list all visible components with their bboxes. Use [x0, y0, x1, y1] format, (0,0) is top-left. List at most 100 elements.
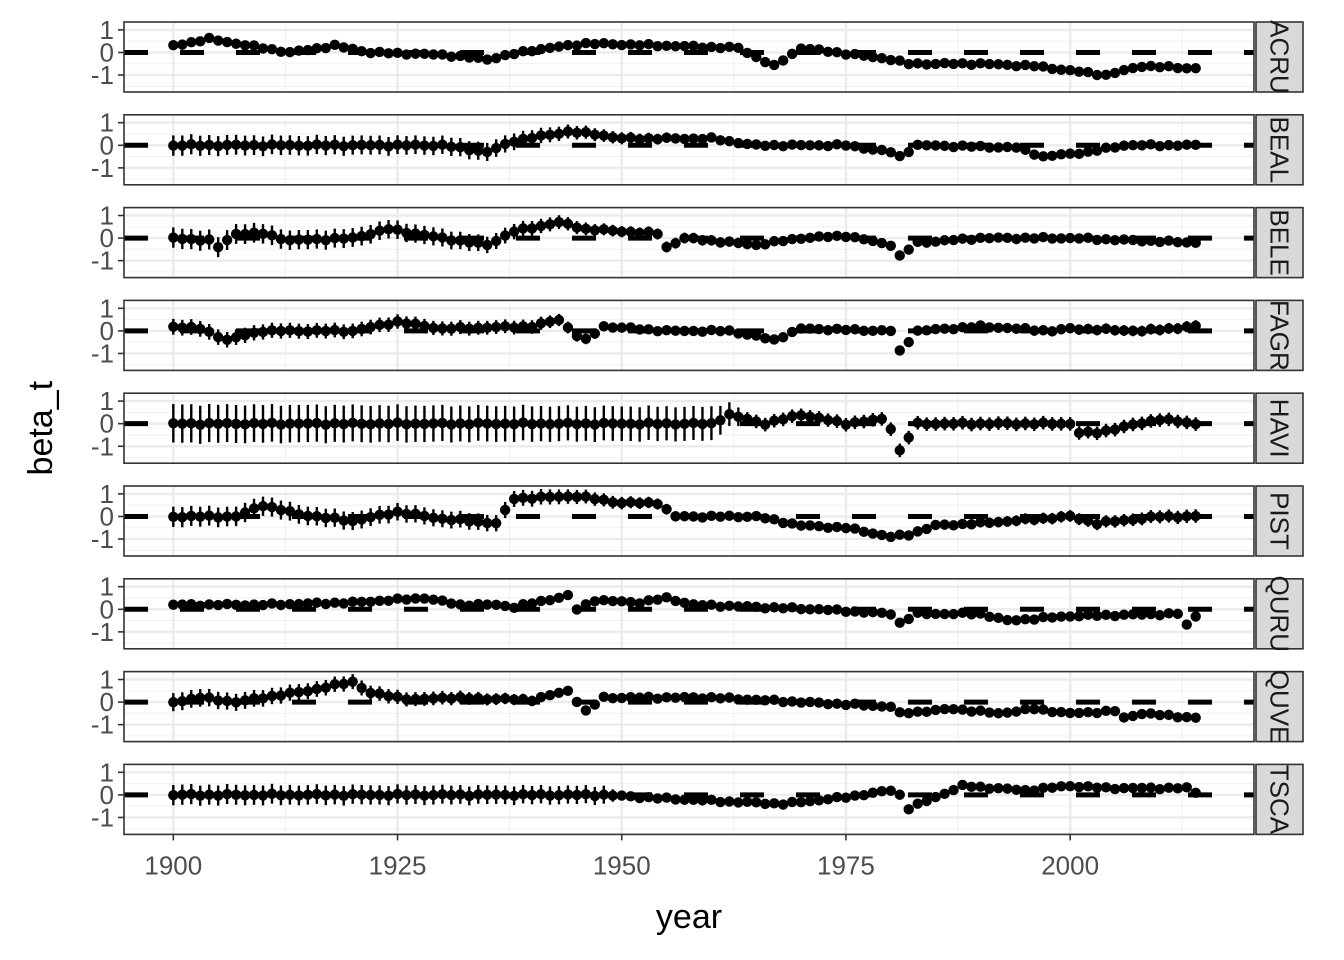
- data-point: [1145, 323, 1157, 335]
- panel-border: [123, 21, 1255, 93]
- data-point: [1064, 510, 1076, 522]
- strip-label: QUVE: [1265, 670, 1295, 744]
- data-point: [230, 511, 242, 522]
- data-point: [876, 701, 888, 712]
- data-point: [634, 227, 645, 239]
- data-point: [257, 43, 269, 54]
- data-point: [1145, 608, 1157, 620]
- data-point: [571, 491, 583, 503]
- data-point: [1127, 234, 1139, 246]
- data-point: [1091, 782, 1103, 793]
- data-point: [1163, 235, 1175, 246]
- data-point: [1163, 608, 1175, 619]
- data-point: [975, 320, 986, 331]
- data-point: [1136, 61, 1148, 73]
- data-point: [661, 792, 672, 803]
- data-point: [921, 140, 932, 151]
- data-point: [1136, 513, 1148, 525]
- data-point: [365, 511, 376, 523]
- data-point: [984, 58, 995, 70]
- data-point: [1145, 511, 1157, 522]
- data-point: [760, 603, 771, 614]
- data-point: [284, 46, 296, 58]
- data-point: [903, 58, 914, 70]
- data-point: [212, 695, 224, 706]
- data-point: [930, 140, 941, 151]
- data-point: [553, 128, 565, 140]
- data-point: [760, 798, 771, 810]
- data-point: [813, 604, 825, 615]
- panel-acru: ACRU -101: [91, 15, 1304, 94]
- x-tick-label: 1950: [593, 850, 651, 880]
- data-point: [768, 415, 780, 426]
- data-point: [867, 606, 879, 618]
- data-point: [1020, 784, 1031, 796]
- data-point: [876, 325, 888, 336]
- data-point: [517, 693, 529, 705]
- data-point: [625, 418, 636, 429]
- strip-label: TSCA: [1265, 765, 1295, 835]
- data-point: [643, 133, 654, 144]
- strip-background: [1255, 763, 1304, 836]
- data-point: [643, 417, 654, 428]
- data-point: [392, 47, 403, 58]
- data-point: [338, 515, 349, 526]
- data-point: [446, 141, 457, 153]
- data-point: [1118, 234, 1130, 245]
- data-point: [1002, 59, 1013, 71]
- data-point: [1100, 425, 1112, 436]
- data-point: [1038, 513, 1049, 524]
- data-point: [831, 323, 843, 335]
- data-point: [544, 595, 556, 606]
- data-point: [410, 508, 421, 520]
- data-point: [302, 418, 314, 429]
- data-point: [876, 785, 888, 797]
- data-point: [858, 416, 870, 427]
- data-point: [688, 133, 699, 144]
- panel-border: [123, 206, 1255, 279]
- data-point: [957, 417, 968, 428]
- data-point: [526, 493, 538, 504]
- data-point: [338, 326, 349, 337]
- data-point: [975, 516, 986, 528]
- data-point: [221, 139, 233, 151]
- data-point: [392, 224, 403, 235]
- strip-background: [1255, 670, 1304, 743]
- data-point: [275, 140, 287, 151]
- data-point: [293, 234, 305, 245]
- data-point: [1029, 703, 1040, 715]
- data-point: [1163, 709, 1175, 721]
- data-point: [356, 45, 367, 57]
- data-point: [966, 322, 977, 333]
- data-point: [867, 528, 879, 539]
- data-point: [840, 792, 852, 803]
- data-point: [356, 596, 367, 608]
- data-point: [401, 49, 412, 60]
- data-point: [993, 516, 1004, 528]
- data-point: [535, 318, 547, 329]
- data-point: [670, 419, 681, 430]
- panel-quve: QUVE -101: [91, 665, 1304, 744]
- data-point: [517, 417, 529, 428]
- data-point: [993, 232, 1004, 243]
- data-point: [203, 326, 215, 338]
- data-point: [760, 333, 771, 344]
- data-point: [374, 595, 385, 607]
- data-point: [428, 512, 439, 524]
- data-point: [284, 505, 296, 517]
- data-point: [1127, 419, 1139, 430]
- panel-havi: HAVI -101: [91, 386, 1304, 465]
- data-point: [697, 512, 708, 523]
- data-point: [562, 39, 574, 51]
- data-point: [526, 132, 538, 144]
- data-point: [401, 318, 412, 329]
- data-point: [168, 232, 179, 243]
- data-point: [957, 140, 968, 151]
- data-point: [912, 325, 923, 336]
- data-point: [706, 599, 717, 610]
- data-point: [266, 230, 278, 241]
- data-point: [903, 804, 914, 815]
- data-point: [311, 597, 323, 608]
- data-point: [679, 691, 690, 703]
- data-point: [742, 138, 753, 150]
